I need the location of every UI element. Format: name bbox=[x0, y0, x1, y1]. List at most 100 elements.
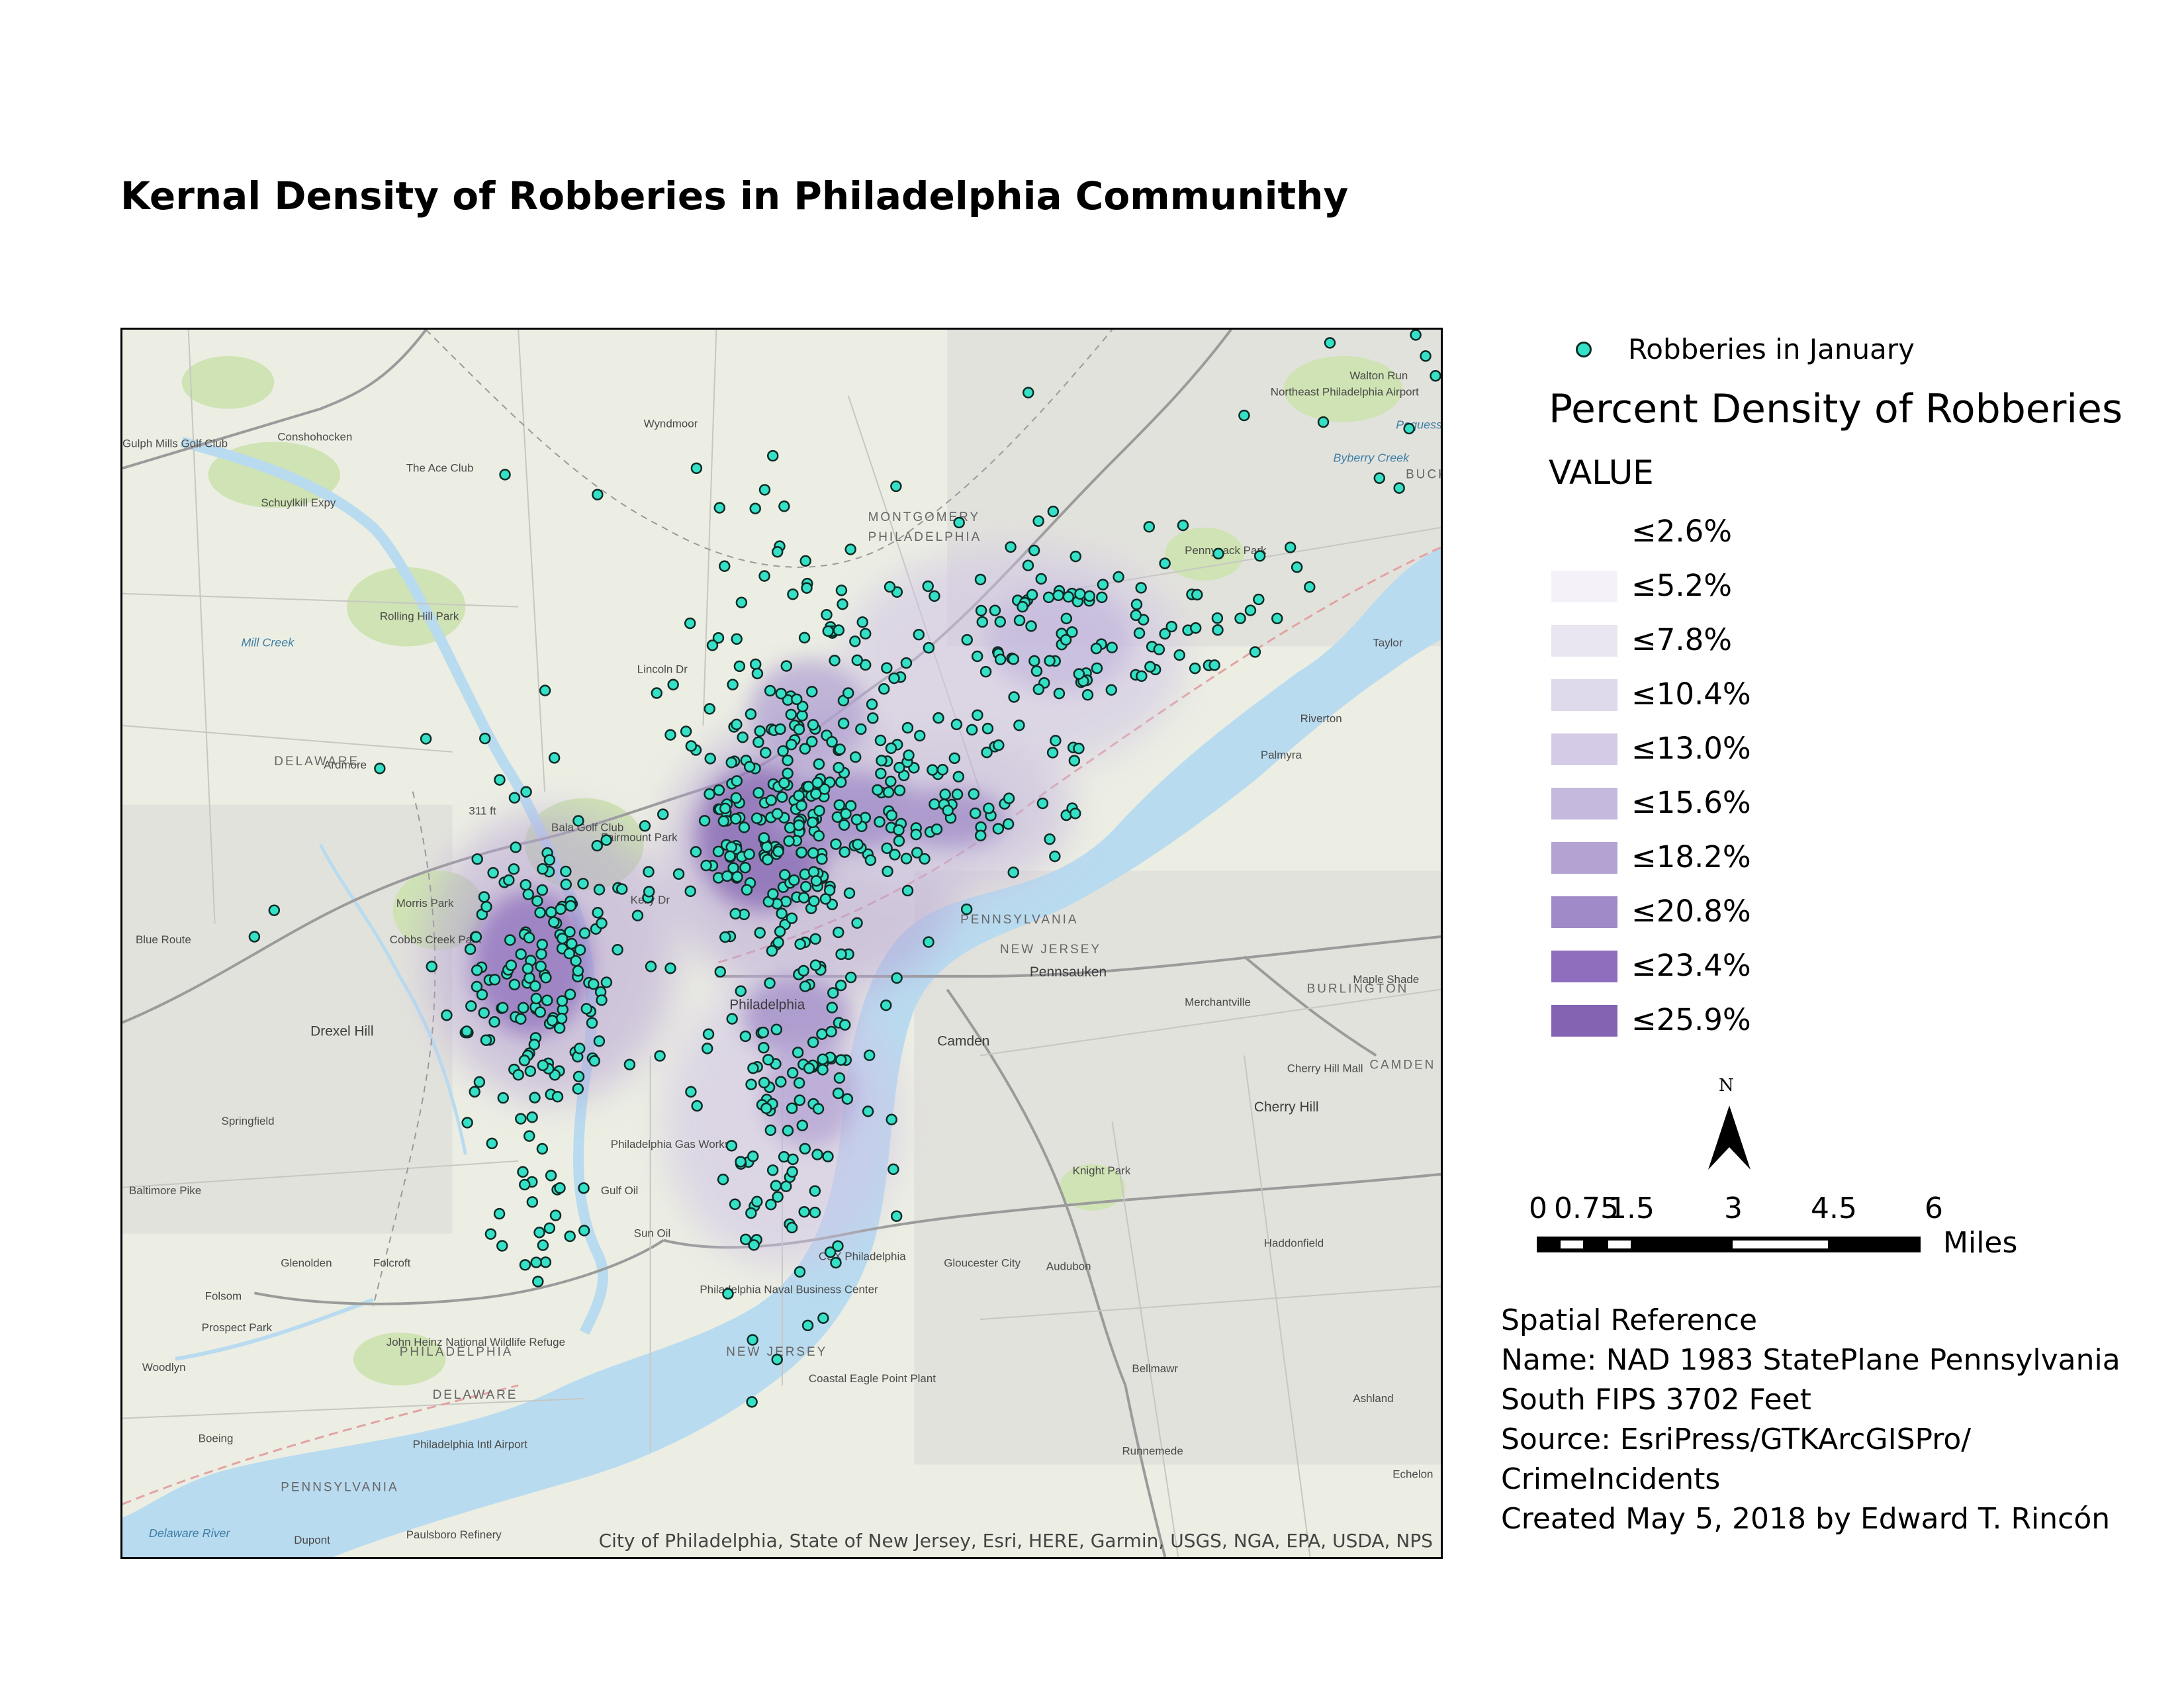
robbery-point[interactable] bbox=[478, 1007, 490, 1019]
robbery-point[interactable] bbox=[979, 666, 992, 678]
robbery-point[interactable] bbox=[780, 660, 793, 672]
robbery-point[interactable] bbox=[555, 1012, 568, 1025]
robbery-point[interactable] bbox=[1005, 541, 1017, 553]
robbery-point[interactable] bbox=[745, 1207, 757, 1219]
robbery-point[interactable] bbox=[832, 1240, 844, 1252]
robbery-point[interactable] bbox=[684, 885, 696, 898]
robbery-point[interactable] bbox=[799, 980, 811, 992]
robbery-point[interactable] bbox=[523, 931, 535, 944]
robbery-point[interactable] bbox=[549, 1209, 562, 1221]
robbery-point[interactable] bbox=[817, 1312, 829, 1324]
robbery-point[interactable] bbox=[420, 733, 432, 745]
robbery-point[interactable] bbox=[1003, 792, 1015, 804]
robbery-point[interactable] bbox=[981, 722, 994, 735]
robbery-point[interactable] bbox=[1053, 687, 1066, 700]
robbery-point[interactable] bbox=[1143, 521, 1156, 533]
robbery-point[interactable] bbox=[517, 1166, 529, 1178]
robbery-point[interactable] bbox=[672, 868, 685, 880]
robbery-point[interactable] bbox=[835, 585, 848, 596]
robbery-point[interactable] bbox=[1046, 747, 1059, 759]
robbery-point[interactable] bbox=[268, 904, 281, 916]
robbery-point[interactable] bbox=[797, 964, 809, 977]
robbery-point[interactable] bbox=[758, 1041, 770, 1054]
robbery-point[interactable] bbox=[441, 1009, 453, 1021]
robbery-point[interactable] bbox=[713, 502, 726, 514]
robbery-point[interactable] bbox=[1159, 557, 1171, 569]
robbery-point[interactable] bbox=[837, 718, 850, 729]
robbery-point[interactable] bbox=[775, 687, 787, 700]
robbery-point[interactable] bbox=[741, 884, 753, 896]
robbery-point[interactable] bbox=[1189, 622, 1202, 634]
robbery-point[interactable] bbox=[844, 543, 856, 555]
robbery-point[interactable] bbox=[772, 936, 784, 949]
robbery-point[interactable] bbox=[548, 752, 561, 764]
robbery-point[interactable] bbox=[645, 961, 657, 972]
robbery-point[interactable] bbox=[822, 1150, 834, 1162]
robbery-point[interactable] bbox=[526, 1196, 539, 1208]
robbery-point[interactable] bbox=[767, 888, 779, 900]
robbery-point[interactable] bbox=[834, 743, 846, 755]
robbery-point[interactable] bbox=[1030, 665, 1043, 677]
robbery-point[interactable] bbox=[886, 1113, 897, 1125]
robbery-point[interactable] bbox=[910, 828, 922, 841]
robbery-point[interactable] bbox=[1068, 755, 1081, 767]
robbery-point[interactable] bbox=[813, 758, 825, 770]
robbery-point[interactable] bbox=[751, 1196, 763, 1207]
robbery-point[interactable] bbox=[578, 1182, 590, 1194]
robbery-point[interactable] bbox=[968, 788, 980, 800]
robbery-point[interactable] bbox=[545, 1170, 557, 1182]
robbery-point[interactable] bbox=[842, 687, 854, 699]
robbery-point[interactable] bbox=[1090, 642, 1103, 655]
robbery-point[interactable] bbox=[556, 933, 569, 945]
robbery-point[interactable] bbox=[893, 835, 905, 847]
robbery-point[interactable] bbox=[764, 977, 776, 989]
robbery-point[interactable] bbox=[518, 1055, 531, 1066]
robbery-point[interactable] bbox=[1060, 633, 1072, 646]
robbery-point[interactable] bbox=[758, 484, 771, 496]
robbery-point[interactable] bbox=[494, 774, 506, 786]
robbery-point[interactable] bbox=[819, 783, 831, 795]
robbery-point[interactable] bbox=[1153, 643, 1165, 655]
robbery-point[interactable] bbox=[972, 709, 983, 722]
robbery-point[interactable] bbox=[714, 966, 727, 978]
robbery-point[interactable] bbox=[752, 787, 764, 799]
robbery-point[interactable] bbox=[821, 608, 833, 621]
robbery-point[interactable] bbox=[772, 1191, 784, 1203]
robbery-point[interactable] bbox=[952, 771, 965, 783]
robbery-point[interactable] bbox=[546, 1015, 559, 1027]
robbery-point[interactable] bbox=[872, 784, 884, 796]
robbery-point[interactable] bbox=[770, 1023, 783, 1036]
robbery-point[interactable] bbox=[1028, 544, 1040, 557]
robbery-point[interactable] bbox=[574, 944, 586, 956]
robbery-point[interactable] bbox=[994, 616, 1007, 628]
robbery-point[interactable] bbox=[971, 650, 983, 663]
robbery-point[interactable] bbox=[504, 934, 516, 946]
robbery-point[interactable] bbox=[529, 1092, 541, 1103]
robbery-point[interactable] bbox=[690, 846, 702, 858]
robbery-point[interactable] bbox=[770, 1180, 782, 1192]
robbery-point[interactable] bbox=[771, 808, 784, 820]
robbery-point[interactable] bbox=[794, 1266, 806, 1278]
robbery-point[interactable] bbox=[758, 1076, 770, 1089]
robbery-point[interactable] bbox=[712, 845, 725, 858]
robbery-point[interactable] bbox=[890, 480, 902, 492]
robbery-point[interactable] bbox=[850, 814, 863, 825]
robbery-point[interactable] bbox=[1013, 719, 1025, 731]
robbery-point[interactable] bbox=[974, 573, 987, 586]
robbery-point[interactable] bbox=[1050, 735, 1062, 747]
robbery-point[interactable] bbox=[782, 767, 794, 780]
robbery-point[interactable] bbox=[783, 835, 795, 847]
robbery-point[interactable] bbox=[913, 628, 925, 641]
robbery-point[interactable] bbox=[893, 784, 906, 796]
robbery-point[interactable] bbox=[939, 788, 951, 800]
robbery-point[interactable] bbox=[976, 616, 989, 628]
robbery-point[interactable] bbox=[975, 604, 987, 617]
robbery-point[interactable] bbox=[933, 712, 944, 724]
robbery-point[interactable] bbox=[743, 761, 756, 773]
robbery-point[interactable] bbox=[837, 598, 848, 610]
robbery-point[interactable] bbox=[778, 777, 790, 789]
robbery-point[interactable] bbox=[526, 1111, 538, 1123]
robbery-point[interactable] bbox=[591, 839, 603, 852]
robbery-point[interactable] bbox=[564, 1230, 576, 1243]
robbery-point[interactable] bbox=[717, 1174, 729, 1186]
